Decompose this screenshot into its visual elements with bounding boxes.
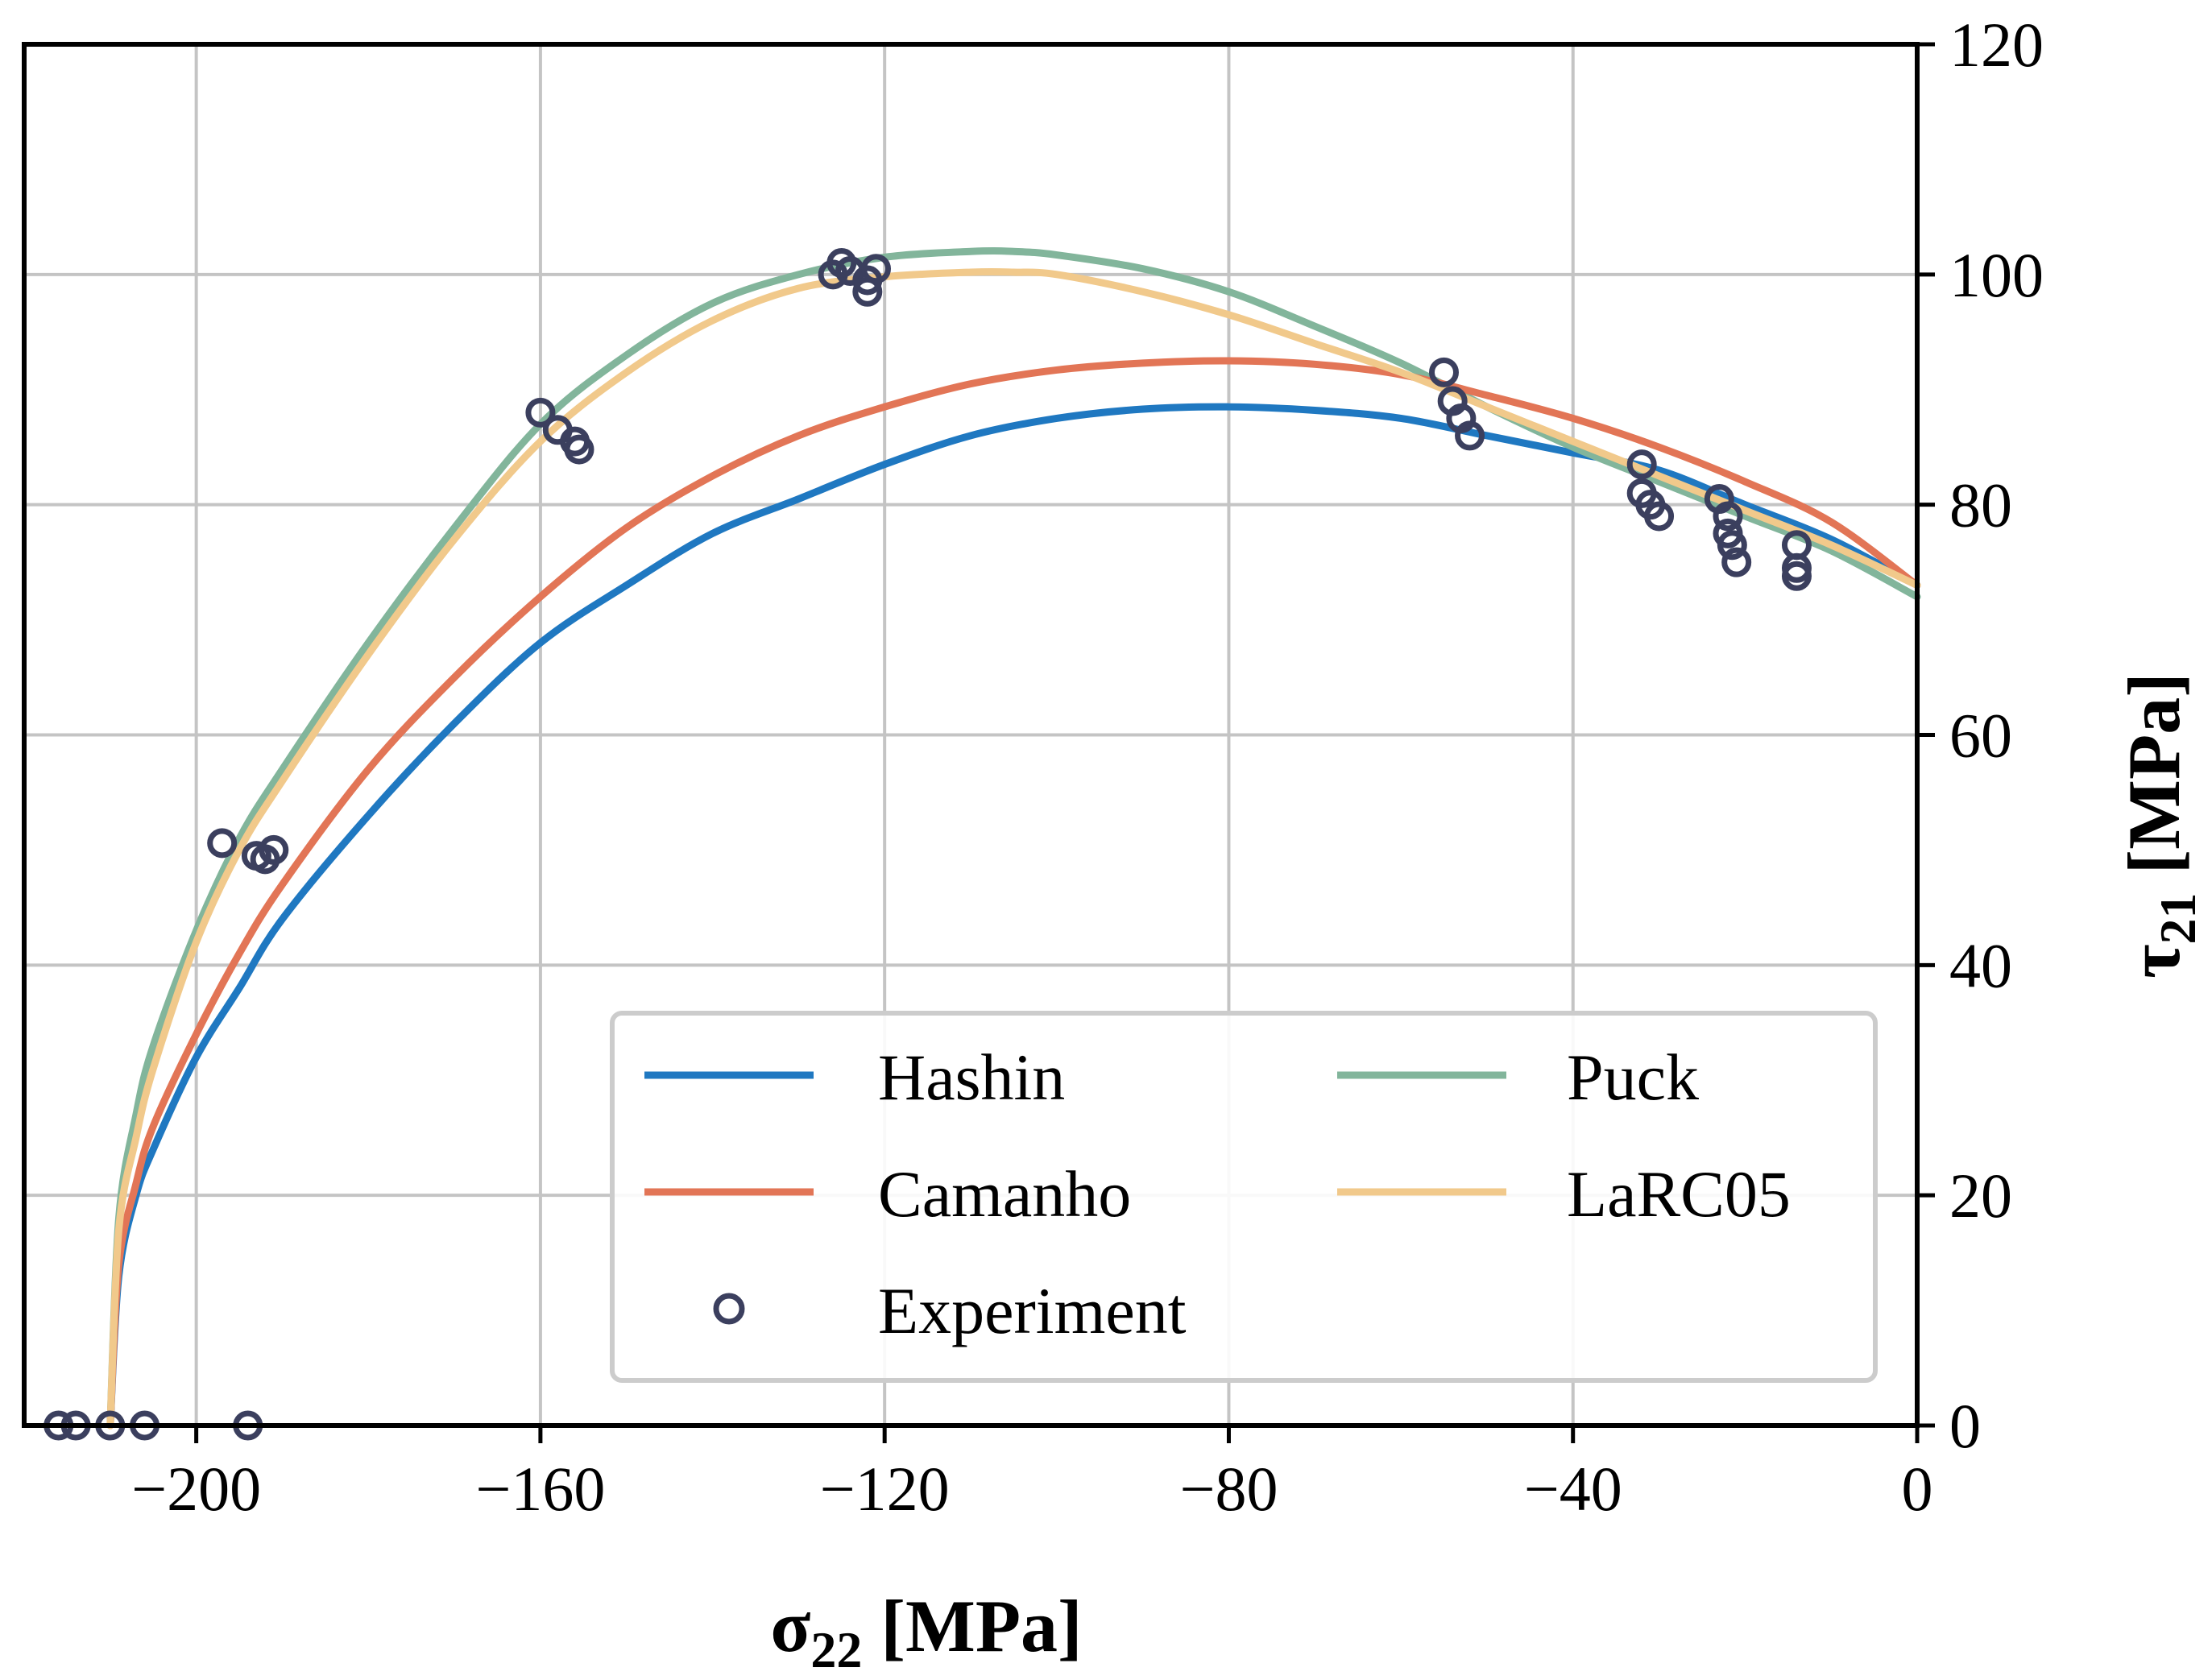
- x-tick-label: 0: [1902, 1454, 1933, 1524]
- y-tick-label: 100: [1949, 240, 2044, 310]
- legend-box: [610, 1011, 1878, 1383]
- y-tick-label: 80: [1949, 470, 2012, 540]
- experiment-point: [1644, 501, 1675, 532]
- experiment-points: [43, 248, 1812, 1441]
- y-tick-label: 120: [1949, 10, 2044, 80]
- x-tick-label: −80: [1179, 1454, 1278, 1524]
- x-tick-label: −160: [475, 1454, 605, 1524]
- experiment-point: [1713, 501, 1743, 532]
- x-axis-title: σ22 [MPa]: [770, 1585, 1082, 1676]
- legend-label-hashin: Hashin: [878, 1041, 1065, 1114]
- experiment-point: [1781, 561, 1812, 591]
- experiment-point: [207, 828, 238, 859]
- experiment-point: [1717, 530, 1747, 561]
- experiment-point: [1455, 420, 1485, 451]
- y-tick-label: 20: [1949, 1161, 2012, 1231]
- axis-ticks: −200 −160 −120 −80 −40 00 20 40 60 80 100 120: [131, 10, 2044, 1524]
- x-tick-label: −40: [1524, 1454, 1622, 1524]
- x-tick-label: −120: [820, 1454, 950, 1524]
- experiment-point: [1721, 547, 1752, 577]
- experiment-point: [525, 397, 556, 428]
- y-axis-title: τ21 [MPa]: [2113, 672, 2206, 979]
- y-tick-label: 60: [1949, 701, 2012, 771]
- experiment-point: [259, 834, 289, 865]
- legend: Hashin Camanho Experiment Puck LaRC05: [610, 1011, 1878, 1383]
- legend-label-camanho: Camanho: [878, 1157, 1131, 1231]
- series-line-larc05: [106, 267, 1921, 1430]
- legend-label-experiment: Experiment: [878, 1274, 1187, 1347]
- experiment-point: [861, 254, 891, 284]
- experiment-point: [564, 434, 594, 465]
- series-line-hashin: [106, 403, 1921, 1430]
- legend-label-larc05: LaRC05: [1567, 1157, 1791, 1231]
- legend-label-puck: Puck: [1567, 1041, 1699, 1114]
- series-lines: [106, 247, 1921, 1430]
- y-tick-label: 40: [1949, 930, 2012, 1000]
- experiment-point: [1429, 357, 1459, 387]
- y-tick-label: 0: [1949, 1391, 1981, 1461]
- experiment-point: [1626, 449, 1657, 480]
- x-tick-label: −200: [131, 1454, 261, 1524]
- legend-marker-experiment: [713, 1293, 745, 1325]
- series-line-camanho: [106, 357, 1921, 1430]
